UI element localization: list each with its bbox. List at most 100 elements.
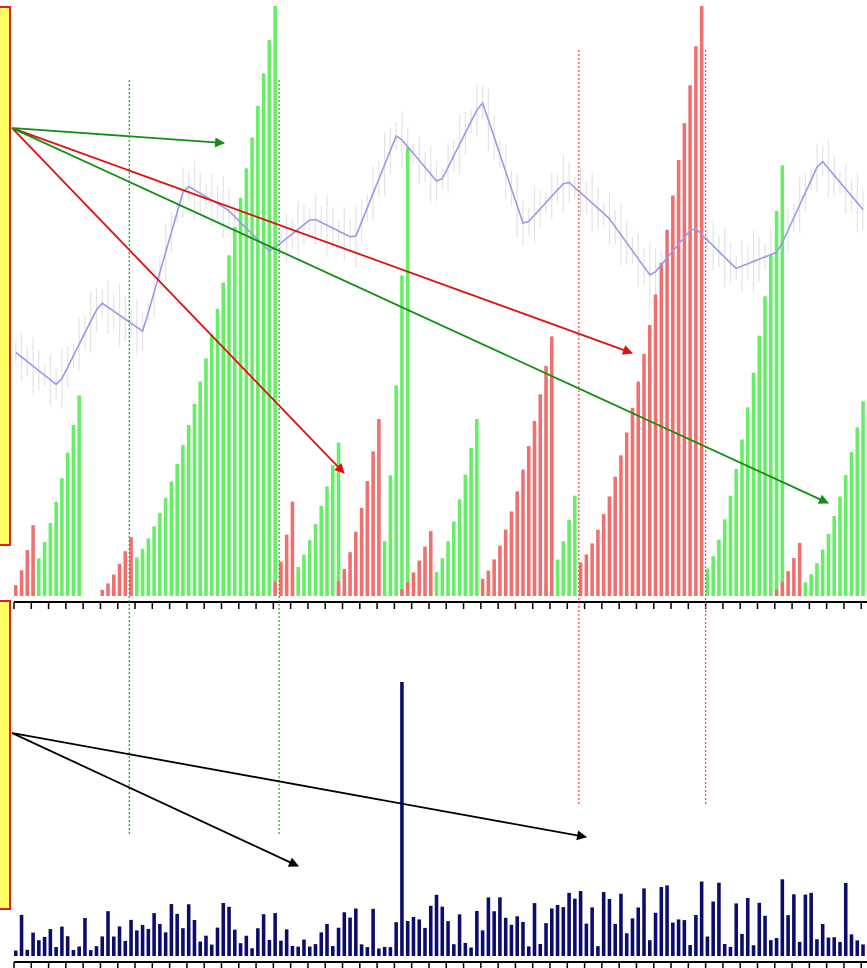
momentum-bar: [532, 420, 537, 596]
volume-bar: [365, 947, 370, 956]
volume-bar: [325, 923, 329, 956]
momentum-bar: [780, 165, 785, 597]
momentum-bar: [319, 505, 324, 596]
volume-bar: [152, 913, 156, 956]
volume-bar: [555, 904, 560, 956]
volume-histogram: [14, 682, 865, 956]
momentum-bar: [77, 395, 81, 596]
momentum-bar: [705, 568, 710, 596]
volume-bar: [636, 907, 641, 956]
volume-bar: [377, 948, 381, 956]
dotted-markers: [128, 50, 707, 836]
volume-bar: [671, 922, 675, 956]
momentum-bar: [711, 556, 715, 596]
momentum-bar: [492, 559, 496, 596]
momentum-bar: [192, 403, 197, 596]
volume-bar: [613, 923, 617, 956]
volume-bar: [111, 936, 116, 956]
momentum-bar: [123, 551, 128, 596]
volume-bar: [590, 907, 594, 956]
momentum-bar: [244, 168, 249, 596]
annotation-arrow: [11, 732, 299, 867]
momentum-bar: [140, 548, 145, 596]
volume-bar: [475, 910, 479, 956]
volume-bar: [123, 940, 128, 956]
volume-bar: [826, 937, 831, 956]
volume-bar: [330, 946, 335, 956]
volume-bar: [428, 905, 433, 956]
momentum-bar: [763, 296, 767, 596]
volume-bar: [699, 881, 704, 956]
volume-bar: [342, 912, 347, 956]
momentum-bar: [434, 571, 439, 596]
volume-bar: [855, 940, 860, 956]
momentum-bar: [630, 407, 635, 596]
volume-bar: [37, 940, 41, 956]
volume-bar: [596, 946, 600, 956]
momentum-bar: [198, 381, 203, 596]
volume-bar: [843, 882, 848, 956]
volume-bar: [382, 946, 387, 956]
momentum-bar: [803, 582, 808, 596]
annotation-arrow: [11, 732, 587, 841]
volume-bar: [492, 911, 496, 956]
momentum-bar: [14, 585, 18, 596]
momentum-bar: [653, 294, 658, 596]
momentum-bar: [250, 137, 254, 596]
momentum-bar: [428, 531, 433, 596]
volume-bar: [809, 892, 813, 956]
momentum-bar: [382, 541, 387, 596]
momentum-bar: [642, 353, 646, 596]
momentum-bar: [717, 539, 721, 596]
momentum-bar: [676, 159, 681, 596]
volume-bar: [186, 904, 191, 956]
volume-bar: [146, 928, 151, 956]
volume-bar: [117, 926, 122, 956]
volume-bar: [509, 924, 514, 956]
momentum-bar: [498, 545, 502, 596]
momentum-bar: [423, 546, 427, 596]
volume-bar: [42, 936, 47, 956]
momentum-bar: [613, 476, 617, 596]
momentum-bar: [728, 495, 733, 596]
momentum-bar: [330, 465, 335, 596]
volume-bar: [388, 947, 393, 956]
price-line: [15, 101, 864, 386]
momentum-bar: [838, 496, 842, 596]
momentum-bar: [619, 455, 623, 596]
momentum-bar: [671, 195, 675, 596]
momentum-bar: [584, 554, 589, 596]
volume-bar: [601, 892, 606, 956]
momentum-bar: [561, 541, 566, 596]
volume-bar: [578, 891, 583, 956]
momentum-bar: [19, 570, 24, 596]
momentum-bar: [538, 394, 543, 596]
momentum-bar: [688, 85, 692, 597]
momentum-bar: [106, 583, 110, 596]
volume-bar: [486, 897, 491, 956]
volume-bar: [647, 940, 652, 956]
volume-bar: [417, 919, 422, 956]
momentum-bar: [158, 512, 162, 596]
momentum-bar: [820, 549, 825, 596]
momentum-bar: [354, 531, 358, 596]
volume-bar: [140, 924, 145, 956]
volume-bar: [192, 920, 197, 956]
volume-bar: [774, 938, 779, 956]
momentum-bar: [745, 407, 750, 596]
volume-bar: [48, 929, 53, 956]
volume-bar: [498, 897, 502, 956]
momentum-bar: [774, 211, 779, 597]
volume-bar: [763, 915, 767, 956]
volume-bar: [446, 921, 450, 956]
momentum-bar: [647, 324, 652, 596]
momentum-bar: [405, 147, 410, 596]
momentum-bar: [843, 475, 848, 596]
momentum-bar: [849, 452, 854, 596]
volume-bar: [584, 923, 589, 956]
volume-bar: [659, 887, 664, 956]
momentum-bar: [550, 336, 554, 596]
top-axis: [13, 601, 867, 609]
volume-bar: [457, 914, 462, 956]
momentum-bar: [100, 589, 105, 596]
